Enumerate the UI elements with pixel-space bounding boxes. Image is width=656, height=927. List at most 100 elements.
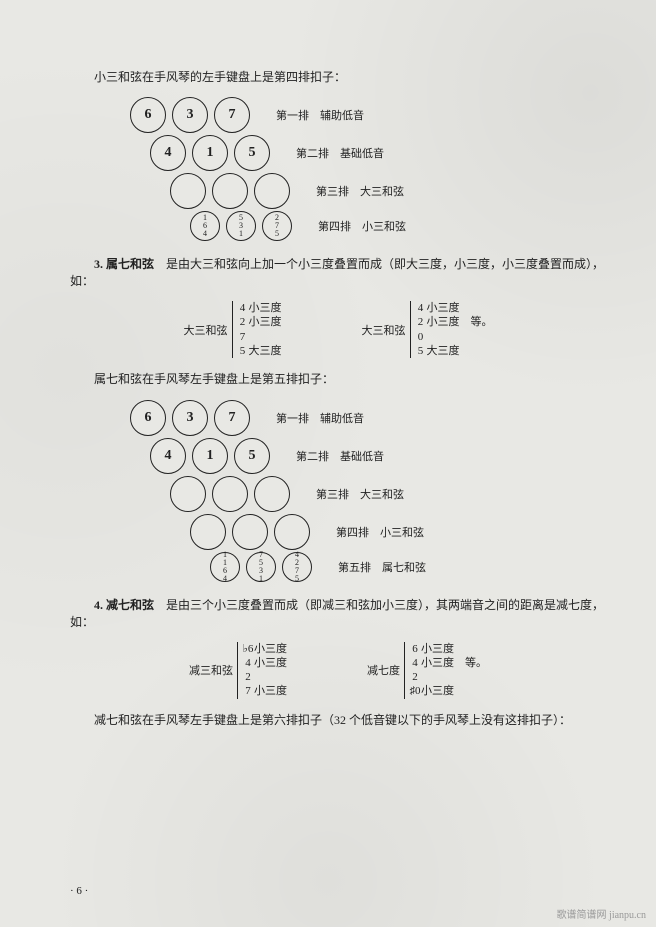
interval-note: 0 [415,330,427,344]
circle-label: 3 [187,107,194,123]
interval-line: 4小三度 [415,301,493,315]
interval-line: 2小三度 [237,315,282,329]
interval-note: 4 [409,656,421,670]
diagram-row: 637第一排 辅助低音 [130,97,606,133]
interval-block-4: 减三和弦♭6小三度4小三度27小三度减七度6小三度4小三度 等。2♯0小三度 [70,642,606,699]
row-label: 第五排 属七和弦 [338,559,426,575]
diagram-circle: 6 [130,97,166,133]
section-3-heading: 3. 属七和弦 是由大三和弦向上加一个小三度叠置而成（即大三度，小三度，小三度叠… [70,255,606,289]
interval-line: 2小三度 等。 [415,315,493,329]
diagram-circle: 1 [192,135,228,171]
interval-line: 5大三度 [237,344,282,358]
diagram-row: 6 3 7 第一排 辅助低音 [130,400,606,436]
interval-line: 7小三度 [242,684,287,698]
interval-text: 小三度 [249,315,282,329]
diagram-5-rows: 6 3 7 第一排 辅助低音 4 1 5 第二排 基础低音第三排 大三和弦第四排 小三和弦 11… [130,400,606,582]
circle-label: 4275 [295,551,299,583]
diagram-circle: 7 [214,400,250,436]
row-label: 第三排 大三和弦 [316,486,404,502]
row-label: 第四排 小三和弦 [336,524,424,540]
diagram-circle [190,514,226,550]
interval-note: 6 [409,642,421,656]
interval-group: 大三和弦4小三度2小三度75大三度 [184,301,282,358]
interval-text: 小三度 [254,684,287,698]
circle-label: 5 [249,448,256,464]
diagram-circle [274,514,310,550]
interval-note: 5 [237,344,249,358]
interval-group: 减三和弦♭6小三度4小三度27小三度 [189,642,287,699]
diagram-circle: 531 [226,211,256,241]
circle-label: 4 [165,448,172,464]
diagram-row: 4 1 5 第二排 基础低音 [150,438,606,474]
interval-stack: 4小三度2小三度 等。05大三度 [410,301,493,358]
diagram-circle: 1 [192,438,228,474]
row-label: 第二排 基础低音 [296,145,384,161]
intro-text-5: 属七和弦在手风琴左手键盘上是第五排扣子： [70,370,606,389]
circle-label: 1164 [223,551,227,583]
interval-line: 4小三度 [237,301,282,315]
diagram-circle [254,173,290,209]
page-number: · 6 · [70,885,88,897]
interval-text: 小三度 [254,642,287,656]
interval-text: 大三度 [427,344,460,358]
interval-label: 大三和弦 [362,322,406,338]
row-label: 第四排 小三和弦 [318,218,406,234]
circle-label: 1 [207,448,214,464]
diagram-circle: 3 [172,400,208,436]
interval-label: 减三和弦 [189,662,233,678]
row-label: 第一排 辅助低音 [276,410,364,426]
interval-text: 小三度 [254,656,287,670]
diagram-circle: 7 [214,97,250,133]
interval-stack: ♭6小三度4小三度27小三度 [237,642,287,699]
interval-block-3: 大三和弦4小三度2小三度75大三度大三和弦4小三度2小三度 等。05大三度 [70,301,606,358]
interval-stack: 6小三度4小三度 等。2♯0小三度 [404,642,487,699]
outro-text: 减七和弦在手风琴左手键盘上是第六排扣子（32 个低音键以下的手风琴上没有这排扣子… [70,711,606,730]
diagram-row: 第三排 大三和弦 [170,476,606,512]
circle-label: 5 [249,145,256,161]
interval-note: 2 [237,315,249,329]
interval-label: 大三和弦 [184,322,228,338]
interval-text: 大三度 [249,344,282,358]
interval-text: 小三度 [421,642,454,656]
diagram-row: 116475314275第五排 属七和弦 [210,552,606,582]
diagram-row: 164531275第四排 小三和弦 [190,211,606,241]
circle-label: 7 [229,410,236,426]
diagram-circle [170,476,206,512]
circle-label: 7 [229,107,236,123]
diagram-circle [212,173,248,209]
interval-note: ♯0 [409,684,421,698]
interval-line: ♭6小三度 [242,642,287,656]
interval-stack: 4小三度2小三度75大三度 [232,301,282,358]
diagram-circle: 1164 [210,552,240,582]
interval-note: 5 [415,344,427,358]
interval-line: 7 [237,330,282,344]
row-label: 第二排 基础低音 [296,448,384,464]
interval-group: 大三和弦4小三度2小三度 等。05大三度 [362,301,493,358]
circle-label: 164 [203,214,207,238]
page: 小三和弦在手风琴的左手键盘上是第四排扣子： 637第一排 辅助低音415第二排 … [0,0,656,927]
interval-line: 5大三度 [415,344,493,358]
circle-label: 4 [165,145,172,161]
circle-label: 6 [145,410,152,426]
interval-note: 2 [242,670,254,684]
interval-line: ♯0小三度 [409,684,487,698]
diagram-circle [254,476,290,512]
diagram-circle: 5 [234,438,270,474]
diagram-row: 第四排 小三和弦 [190,514,606,550]
circle-label: 1 [207,145,214,161]
interval-line: 0 [415,330,493,344]
interval-group: 减七度6小三度4小三度 等。2♯0小三度 [367,642,487,699]
interval-note: ♭6 [242,642,254,656]
diagram-circle [170,173,206,209]
diagram-row: 4 1 5 第二排 基础低音 [150,135,606,171]
interval-line: 2 [409,670,487,684]
circle-label: 6 [145,107,152,123]
section-4-number: 4. 减七和弦 [94,598,154,612]
interval-text: 小三度 [249,301,282,315]
interval-line: 4小三度 [242,656,287,670]
diagram-circle: 4 [150,438,186,474]
diagram-circle: 5 [234,135,270,171]
interval-text: 小三度 等。 [421,656,487,670]
diagram-circle [212,476,248,512]
diagram-circle: 6 [130,400,166,436]
